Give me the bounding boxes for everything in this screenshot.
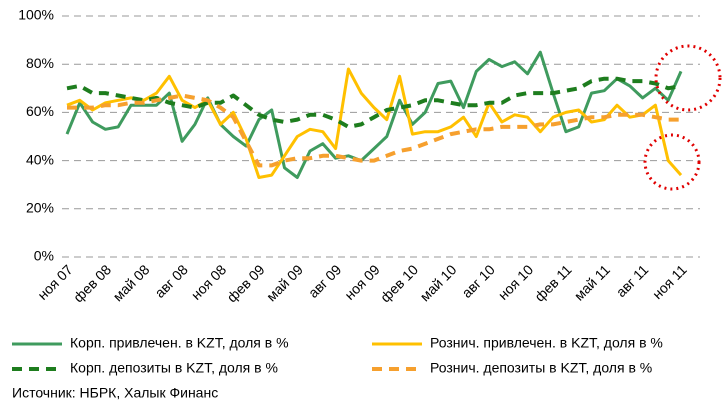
y-tick-label: 40%: [26, 151, 54, 167]
highlight-circle: [643, 133, 701, 191]
y-tick-label: 20%: [26, 200, 54, 216]
highlight-circle: [654, 44, 722, 112]
y-tick-label: 80%: [26, 55, 54, 71]
source: Источник: НБРК, Халык Финанс: [12, 385, 218, 401]
series-line: [65, 50, 683, 179]
legend-label: Рознич. привлечен. в KZT, доля в %: [430, 335, 663, 351]
y-tick-label: 60%: [26, 103, 54, 119]
y-tick-label: 0%: [34, 248, 54, 264]
series-line: [66, 76, 682, 129]
legend-label: Рознич. депозиты в KZT, доля в %: [430, 360, 652, 376]
legend-label: Корп. депозиты в KZT, доля в %: [70, 360, 278, 376]
series-line: [66, 67, 683, 179]
series-line: [67, 93, 681, 168]
y-tick-label: 100%: [18, 7, 54, 23]
legend-label: Корп. привлечен. в KZT, доля в %: [70, 335, 289, 351]
